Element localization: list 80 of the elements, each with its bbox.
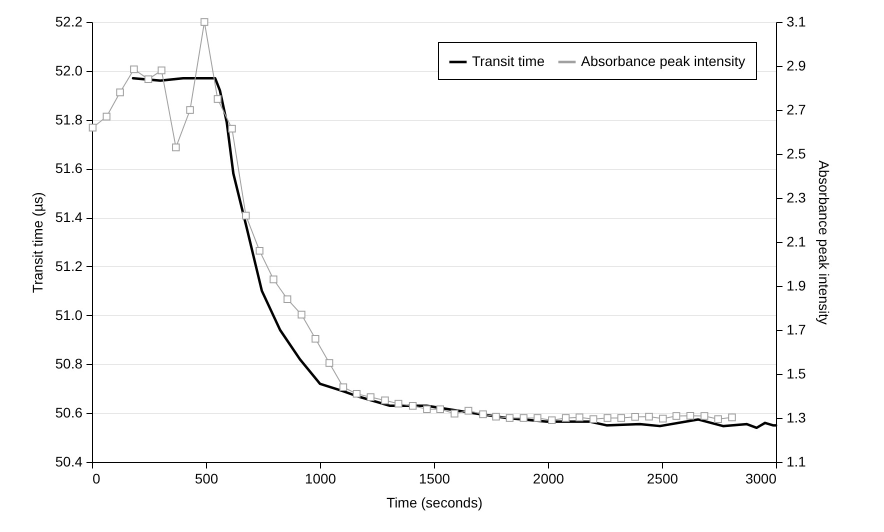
x-tick-label: 0 [92,470,100,486]
point [436,405,444,414]
point [394,400,402,408]
point [672,412,680,420]
point [520,414,528,422]
x-tick-label: 500 [194,470,218,486]
point [352,390,361,398]
point [479,410,487,418]
y2-tick-label: 1.7 [786,322,806,338]
x-tick-label: 1000 [304,470,336,486]
x-tick-label: 2500 [646,470,678,486]
y-tick-label: 50.4 [55,454,83,470]
y-tick-label: 51.8 [55,111,83,128]
y-tick-label: 51.4 [55,209,83,226]
point [506,414,514,422]
point [450,410,458,418]
point [242,212,250,220]
x-tick-label: 2000 [532,470,564,486]
point [144,75,152,84]
point [312,334,320,343]
y-tick-label: 52.0 [55,62,83,78]
point [631,413,639,421]
point [464,406,472,415]
y2-tick-label: 2.3 [786,190,806,206]
y2-tick-label: 2.9 [786,58,806,74]
y2-tick-label: 3.1 [786,14,806,30]
point [423,405,431,414]
point [116,88,124,96]
y-tick-label: 51.2 [55,258,83,274]
point [214,95,222,103]
y-tick-label: 50.6 [55,404,83,421]
y2-tick-label: 1.1 [786,454,806,470]
point [256,246,264,255]
y2-tick-label: 2.1 [786,234,806,250]
point [228,124,236,133]
point [548,416,556,424]
y2-axis-title: Absorbance peak intensity [816,160,832,325]
point [381,396,389,404]
point [659,414,667,423]
point [366,393,374,401]
y-tick-label: 52.2 [55,14,83,30]
point [284,295,292,304]
point [186,106,194,114]
y-axis-title: Transit time (µs) [29,192,46,293]
point [617,414,626,422]
y-tick-label: 51.0 [55,306,83,323]
y-tick-label: 50.8 [55,356,83,372]
y2-tick-label: 1.5 [786,366,806,382]
point [576,413,584,422]
point [270,276,278,284]
point [88,124,97,132]
point [102,112,110,120]
point [130,65,138,74]
point [728,413,736,422]
x-axis-title: Time (seconds) [386,494,482,510]
legend-label: Transit time [472,53,545,69]
point [534,414,542,422]
y2-tick-label: 1.9 [786,278,806,294]
point [700,412,708,420]
x-tick-label: 3000 [745,470,777,486]
point [686,412,694,420]
point [492,412,500,421]
y-tick-label: 51.6 [55,160,83,176]
y2-tick-label: 2.7 [786,102,806,118]
point [298,310,306,318]
point [604,414,612,422]
legend-label: Absorbance peak intensity [581,53,746,69]
y2-tick-label: 1.3 [786,410,806,426]
point [158,66,166,74]
x-tick-label: 1500 [418,470,450,486]
point [562,414,570,422]
point [200,18,208,26]
point [172,144,180,152]
point [714,415,722,423]
point [408,402,417,410]
point [645,412,653,421]
point [339,383,348,392]
point [325,359,334,367]
y2-tick-label: 2.5 [786,146,806,162]
point [590,415,598,423]
